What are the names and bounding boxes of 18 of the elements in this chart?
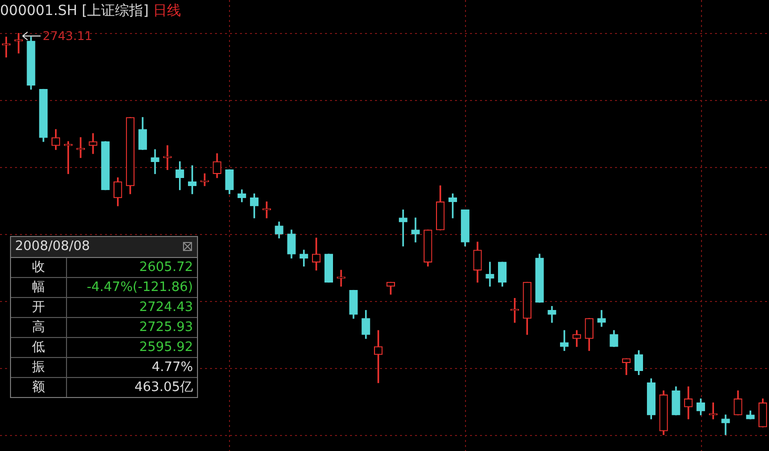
annotation: -4.47%(-121.86) [86,279,194,297]
annotation: 收 [11,258,67,277]
annotation: 额 [11,378,67,397]
chart-subtitle: 日线 [153,3,182,19]
annotation: 2605.72 [138,259,194,277]
annotation: 2725.93 [138,319,194,337]
annotation: 开 [11,298,67,317]
annotation: 2724.43 [138,299,194,317]
annotation: 463.05亿 [134,379,194,397]
annotation: 低 [11,338,67,357]
annotation: 幅 [11,278,67,297]
chart-title: 000001.SH [上证综指] [0,3,149,19]
annotation: 4.77% [150,359,194,377]
annotation: 2595.92 [138,339,194,357]
annotation: 2008/08/08 [11,237,197,258]
annotation: 2743.11 [42,29,92,44]
annotation: 振 [11,358,67,377]
annotation: 高 [11,318,67,337]
